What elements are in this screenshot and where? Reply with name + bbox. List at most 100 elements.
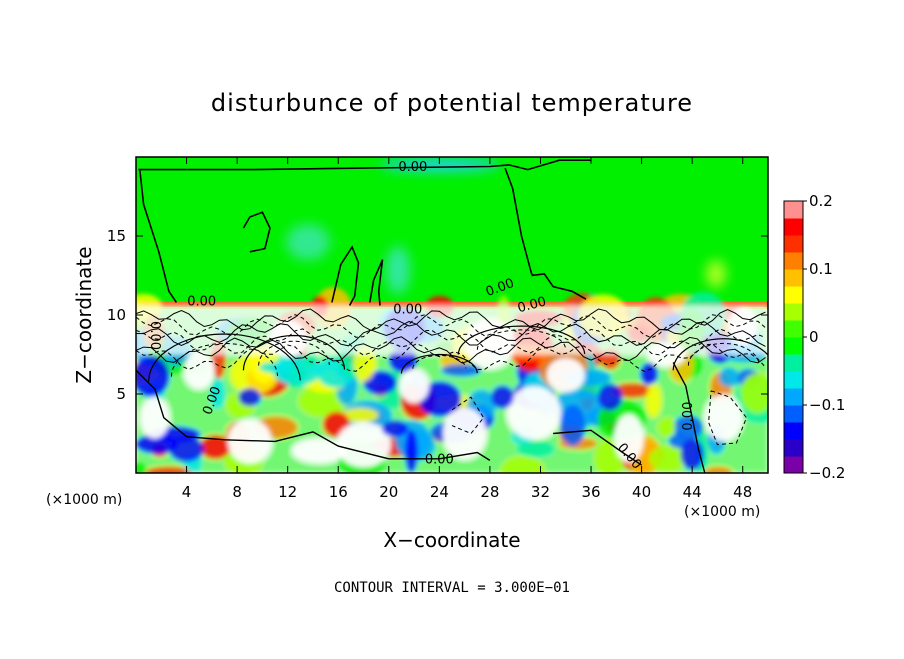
- field-cell: [211, 378, 224, 408]
- contour-line: [139, 169, 178, 303]
- saturated-patch: [546, 357, 585, 393]
- x-tick-label: 8: [232, 483, 242, 501]
- cold-core: [491, 385, 514, 409]
- turbulent-field: [136, 287, 768, 473]
- field-cell: [648, 446, 686, 472]
- x-tick-label: 28: [480, 483, 499, 501]
- contour-line: [531, 273, 587, 300]
- field-cell: [640, 362, 658, 385]
- colorbar-swatch: [784, 252, 803, 270]
- x-tick-label: 40: [632, 483, 651, 501]
- chart-title: disturbunce of potential temperature: [211, 89, 693, 117]
- colorbar-swatch: [784, 235, 803, 253]
- y-tick-label: 5: [116, 385, 126, 403]
- colorbar-swatch: [784, 371, 803, 389]
- colorbar-swatch: [784, 456, 803, 474]
- colorbar-tick-label: −0.1: [809, 396, 845, 414]
- colorbar-swatch: [784, 405, 803, 423]
- field-cell: [145, 466, 193, 473]
- contour-line: [672, 338, 768, 371]
- field-cell: [363, 370, 397, 395]
- upper-field: [136, 157, 768, 307]
- saturated-patch: [292, 438, 347, 464]
- contour-label: 0.00: [187, 295, 216, 310]
- contour-lines: [136, 159, 768, 473]
- x-tick-label: 36: [581, 483, 600, 501]
- x-tick-label: 44: [683, 483, 702, 501]
- saturated-patch: [183, 351, 215, 389]
- colorbar-swatch: [784, 354, 803, 372]
- x-tick-label: 24: [430, 483, 449, 501]
- cold-core: [169, 436, 204, 462]
- field-cell: [299, 386, 349, 417]
- colorbar-tick-label: 0: [809, 328, 819, 346]
- field-cell: [136, 434, 179, 454]
- y-axis-label: Z−coordinate: [72, 246, 96, 383]
- contour-label: 0.00: [147, 321, 162, 350]
- x-tick-label: 16: [329, 483, 348, 501]
- x-axis: 4 8 12 16 20 24 28 32 36 40 44 48: [182, 157, 752, 501]
- contour-line: [148, 333, 301, 382]
- contour-label: 0.00: [681, 402, 696, 431]
- colorbar-swatch: [784, 286, 803, 304]
- anomaly-patch: [286, 224, 330, 260]
- y-axis: 5 10 15: [107, 227, 768, 403]
- contour-line-negative: [412, 354, 467, 369]
- x-tick-label: 48: [733, 483, 752, 501]
- x-unit-label: (×1000 m): [684, 504, 760, 520]
- field-cell: [199, 435, 231, 459]
- field-cell: [136, 355, 170, 397]
- colorbar-tick-label: 0.1: [809, 260, 833, 278]
- saturated-patch: [227, 419, 272, 464]
- field-cell: [704, 467, 732, 473]
- field-cell: [612, 383, 652, 398]
- x-axis-label: X−coordinate: [383, 528, 520, 552]
- contour-line: [242, 334, 346, 371]
- contour-line-negative: [476, 329, 567, 350]
- contour-line: [672, 362, 706, 473]
- contour-line: [136, 320, 766, 347]
- saturated-patch: [398, 369, 430, 403]
- contour-line: [369, 259, 384, 306]
- colorbar-swatch: [784, 201, 803, 219]
- contour-label: 0.00: [393, 302, 422, 317]
- field-cell: [404, 429, 418, 473]
- contour-line-negative: [687, 342, 760, 366]
- contour-line: [457, 325, 586, 355]
- anomaly-patch: [706, 260, 726, 288]
- contour-line-negative: [258, 340, 330, 366]
- saturated-patch: [507, 386, 561, 440]
- field-cell: [419, 381, 461, 417]
- x-tick-label: 4: [182, 483, 192, 501]
- field-cell: [441, 364, 481, 376]
- field-shading: [136, 287, 768, 473]
- colorbar-swatch: [784, 422, 803, 440]
- contour-label: 0.00: [398, 160, 427, 175]
- field-cell: [259, 362, 289, 373]
- colorbar-tick-label: 0.2: [809, 192, 833, 210]
- colorbar-swatch: [784, 269, 803, 287]
- plot-area: 0.000.000.000.000.000.000.00 0.000.000.00: [136, 157, 768, 473]
- contour-line-negative: [708, 390, 748, 446]
- saturated-patch: [140, 396, 170, 439]
- field-cell: [517, 441, 554, 457]
- x-tick-label: 32: [531, 483, 550, 501]
- contour-line: [504, 167, 535, 277]
- field-cell: [646, 383, 661, 417]
- y-tick-label: 10: [107, 306, 126, 324]
- colorbar-swatch: [784, 439, 803, 457]
- field-cell: [740, 373, 768, 414]
- colorbar-swatch: [784, 388, 803, 406]
- cold-core: [597, 383, 623, 411]
- saturated-patch: [704, 394, 743, 441]
- field-cell: [560, 404, 586, 446]
- contour-line-negative: [451, 396, 485, 435]
- colorbar-swatch: [784, 337, 803, 355]
- colorbar-tick-label: −0.2: [809, 464, 845, 482]
- colorbar-swatch: [784, 218, 803, 236]
- contour-line: [400, 353, 478, 374]
- contour-label: 0.00: [425, 453, 454, 468]
- colorbar: 0.2 0.1 0 −0.1 −0.2: [783, 192, 845, 482]
- colorbar-swatch: [784, 320, 803, 338]
